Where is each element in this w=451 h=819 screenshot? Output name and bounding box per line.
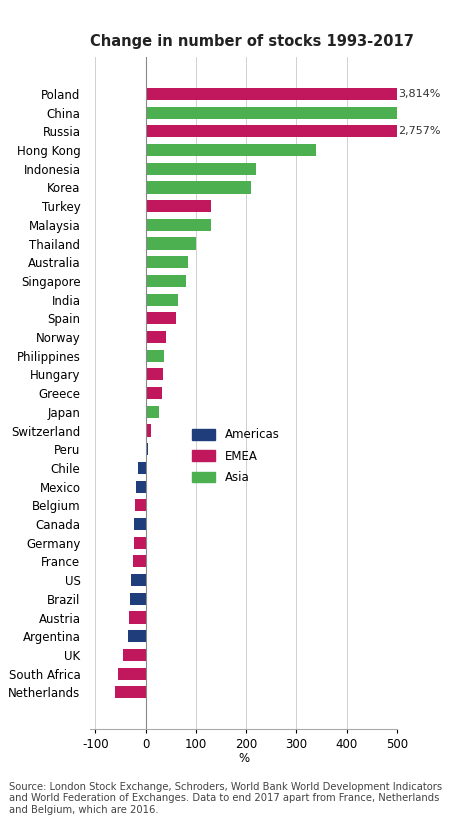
Text: Change in number of stocks 1993-2017: Change in number of stocks 1993-2017 [90,34,414,49]
Bar [146,312,176,324]
Bar [146,443,148,455]
Bar [135,500,146,511]
Bar [146,200,211,212]
Bar [137,481,146,493]
Bar [134,518,146,530]
Bar [146,181,251,193]
Legend: Americas, EMEA, Asia: Americas, EMEA, Asia [188,425,283,487]
Bar [123,649,146,661]
Bar [138,462,146,474]
Bar [146,369,163,381]
Bar [146,350,164,362]
Bar [146,106,397,119]
Bar [146,256,188,269]
Bar [146,424,151,437]
Bar [146,163,256,174]
Text: 2,757%: 2,757% [398,126,441,136]
Bar [130,593,146,605]
Bar [128,630,146,642]
Bar [146,331,166,343]
Bar [133,555,146,568]
Bar [146,293,178,305]
X-axis label: %: % [238,753,249,765]
Bar [146,88,397,100]
Text: Source: London Stock Exchange, Schroders, World Bank World Development Indicator: Source: London Stock Exchange, Schroders… [9,781,442,815]
Bar [146,387,161,399]
Bar [129,612,146,623]
Bar [146,219,211,231]
Bar [134,536,146,549]
Bar [146,405,159,418]
Bar [131,574,146,586]
Bar [146,275,186,287]
Bar [146,144,317,156]
Bar [115,686,146,699]
Bar [146,125,397,138]
Bar [118,667,146,680]
Text: 3,814%: 3,814% [398,89,441,99]
Bar [146,238,196,250]
